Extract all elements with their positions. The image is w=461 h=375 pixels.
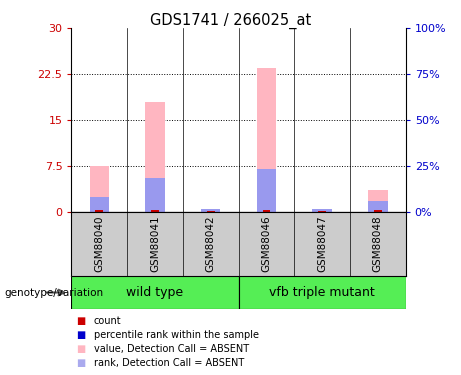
Text: ■: ■ (76, 344, 85, 354)
Bar (89, 196, 109, 212)
Bar (262, 210, 270, 212)
Bar (239, 276, 406, 309)
Text: percentile rank within the sample: percentile rank within the sample (94, 330, 259, 340)
Bar (313, 209, 332, 212)
Bar (95, 210, 103, 212)
Bar (368, 190, 388, 212)
Bar (145, 102, 165, 212)
Text: count: count (94, 316, 121, 326)
Text: GSM88042: GSM88042 (206, 215, 216, 272)
Text: value, Detection Call = ABSENT: value, Detection Call = ABSENT (94, 344, 248, 354)
Text: GSM88048: GSM88048 (373, 215, 383, 272)
Bar (201, 209, 220, 212)
Bar (207, 211, 215, 212)
Bar (71, 276, 239, 309)
Bar (368, 201, 388, 212)
Bar (257, 68, 276, 212)
Bar (313, 211, 332, 212)
Bar (257, 169, 276, 212)
Text: genotype/variation: genotype/variation (5, 288, 104, 297)
Text: GDS1741 / 266025_at: GDS1741 / 266025_at (150, 13, 311, 29)
Bar (89, 166, 109, 212)
Text: rank, Detection Call = ABSENT: rank, Detection Call = ABSENT (94, 358, 244, 368)
Text: ■: ■ (76, 358, 85, 368)
Bar (201, 211, 220, 212)
Text: GSM88046: GSM88046 (261, 215, 272, 272)
Bar (151, 210, 159, 212)
Text: ■: ■ (76, 316, 85, 326)
Bar (145, 178, 165, 212)
Text: vfb triple mutant: vfb triple mutant (269, 286, 375, 299)
Text: GSM88041: GSM88041 (150, 215, 160, 272)
Bar (374, 210, 382, 212)
Bar (318, 211, 326, 212)
Text: GSM88047: GSM88047 (317, 215, 327, 272)
Text: wild type: wild type (126, 286, 183, 299)
Text: GSM88040: GSM88040 (95, 216, 104, 272)
Text: ■: ■ (76, 330, 85, 340)
